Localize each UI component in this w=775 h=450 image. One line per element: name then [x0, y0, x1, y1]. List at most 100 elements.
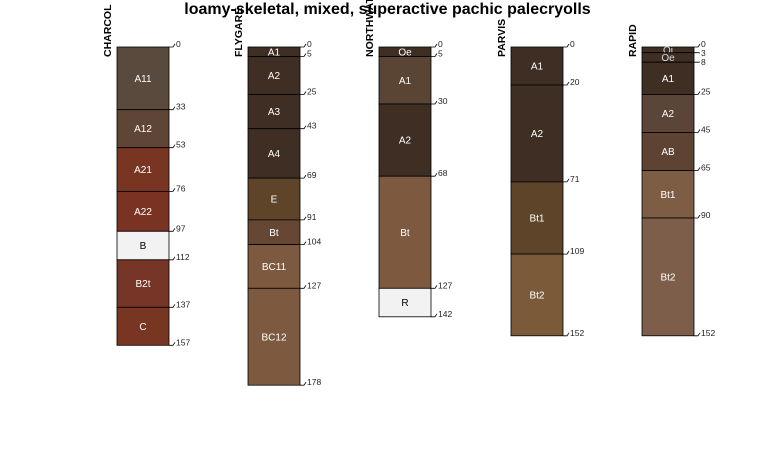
- depth-tick: [694, 167, 701, 171]
- horizon-northwater-a1: [378, 56, 432, 105]
- horizon-label: A1: [268, 47, 281, 58]
- depth-label: 25: [307, 87, 317, 97]
- profile-name-charcol: CHARCOL: [102, 4, 114, 57]
- depth-tick: [169, 304, 176, 308]
- horizon-label: C: [139, 322, 146, 333]
- depth-label: 91: [307, 212, 317, 222]
- horizon-label: Bt: [269, 228, 279, 239]
- horizon-label: A1: [531, 62, 544, 73]
- depth-tick: [431, 53, 438, 57]
- profile-name-parvis: PARVIS: [496, 19, 508, 57]
- depth-tick: [694, 214, 701, 219]
- depth-tick: [169, 43, 176, 48]
- horizon-flygare-a2: [247, 56, 301, 95]
- depth-label: 127: [438, 280, 452, 290]
- horizon-parvis-a1: [510, 46, 564, 86]
- horizon-label: BC12: [261, 332, 286, 343]
- depth-label: 8: [701, 57, 706, 67]
- depth-label: 0: [176, 39, 181, 49]
- depth-tick: [563, 43, 570, 48]
- depth-label: 76: [176, 183, 186, 193]
- depth-label: 5: [307, 49, 312, 59]
- horizon-label: A2: [268, 71, 281, 82]
- depth-label: 0: [701, 39, 706, 49]
- depth-tick: [563, 81, 570, 86]
- depth-label: 90: [701, 210, 711, 220]
- depth-tick: [431, 43, 438, 48]
- horizon-label: B: [140, 241, 147, 252]
- depth-tick: [300, 241, 307, 246]
- figure-title: loamy-skeletal, mixed, superactive pachi…: [184, 1, 591, 18]
- depth-tick: [431, 100, 438, 105]
- soil-profile-flygare: A1 A2 A3 A4 E Bt BC11 BC12 05 25 43 69 91 104 127 178 FL…: [233, 8, 321, 387]
- horizon-label: A2: [399, 136, 412, 147]
- horizon-flygare-bc11: [247, 244, 301, 289]
- soil-profile-parvis: A1 A2 Bt1 Bt2 0 20 71 109 152 PARVIS: [496, 19, 584, 338]
- horizon-label: A1: [399, 76, 412, 87]
- horizon-label: Bt2: [529, 290, 544, 301]
- depth-tick: [694, 129, 701, 133]
- horizon-rapid-bt2: [641, 217, 695, 337]
- depth-label: 109: [570, 246, 584, 256]
- depth-label: 178: [307, 377, 321, 387]
- horizon-flygare-bt: [247, 219, 301, 245]
- depth-label: 71: [570, 174, 580, 184]
- depth-label: 69: [307, 170, 317, 180]
- depth-tick: [169, 106, 176, 111]
- depth-label: 152: [570, 328, 584, 338]
- depth-label: 0: [438, 39, 443, 49]
- horizon-label: Oe: [661, 53, 675, 64]
- depth-label: 157: [176, 337, 190, 347]
- horizon-charcol-b: [116, 230, 170, 261]
- profile-name-rapid: RAPID: [627, 24, 639, 57]
- horizon-label: A21: [134, 165, 152, 176]
- depth-label: 112: [176, 252, 190, 262]
- horizon-label: A2: [662, 109, 675, 120]
- depth-tick: [431, 285, 438, 289]
- depth-tick: [431, 313, 438, 318]
- depth-tick: [300, 53, 307, 57]
- horizon-label: Oi: [663, 45, 673, 56]
- horizon-label: Bt: [400, 228, 410, 239]
- depth-label: 137: [176, 299, 190, 309]
- depth-label: 0: [307, 39, 312, 49]
- depth-tick: [563, 178, 570, 183]
- depth-label: 142: [438, 309, 452, 319]
- horizon-charcol-a21: [116, 147, 170, 192]
- depth-tick: [300, 381, 307, 386]
- depth-label: 152: [701, 328, 715, 338]
- depth-tick: [169, 256, 176, 261]
- depth-label: 97: [176, 223, 186, 233]
- horizon-label: A2: [531, 129, 544, 140]
- depth-label: 3: [701, 48, 706, 58]
- horizon-label: Oe: [398, 47, 412, 58]
- profile-name-northwater: NORTHWATER: [364, 0, 376, 57]
- depth-tick: [169, 228, 176, 232]
- horizon-northwater-a2: [378, 103, 432, 177]
- horizon-parvis-a2: [510, 84, 564, 183]
- horizon-label: A3: [268, 107, 281, 118]
- horizon-label: B2t: [135, 279, 150, 290]
- depth-tick: [300, 91, 307, 95]
- depth-label: 68: [438, 168, 448, 178]
- soil-profile-northwater: Oe A1 A2 Bt R 05 30 68 127 142 NORTHWATER: [364, 0, 452, 319]
- horizon-flygare-bc12: [247, 287, 301, 386]
- horizon-rapid-a2: [641, 94, 695, 133]
- horizon-flygare-a3: [247, 94, 301, 130]
- depth-label: 25: [701, 87, 711, 97]
- horizon-northwater-r: [378, 287, 432, 318]
- depth-label: 65: [701, 163, 711, 173]
- horizon-northwater-bt: [378, 175, 432, 289]
- depth-label: 43: [307, 121, 317, 131]
- depth-label: 0: [570, 39, 575, 49]
- horizon-flygare-e: [247, 177, 301, 221]
- depth-label: 53: [176, 140, 186, 150]
- depth-label: 5: [438, 49, 443, 59]
- horizon-charcol-a22: [116, 190, 170, 232]
- horizon-label: Bt1: [529, 214, 544, 225]
- horizon-label: BC11: [262, 262, 287, 273]
- horizon-rapid-a1: [641, 61, 695, 95]
- horizon-label: A1: [662, 74, 675, 85]
- horizon-label: Bt2: [660, 272, 675, 283]
